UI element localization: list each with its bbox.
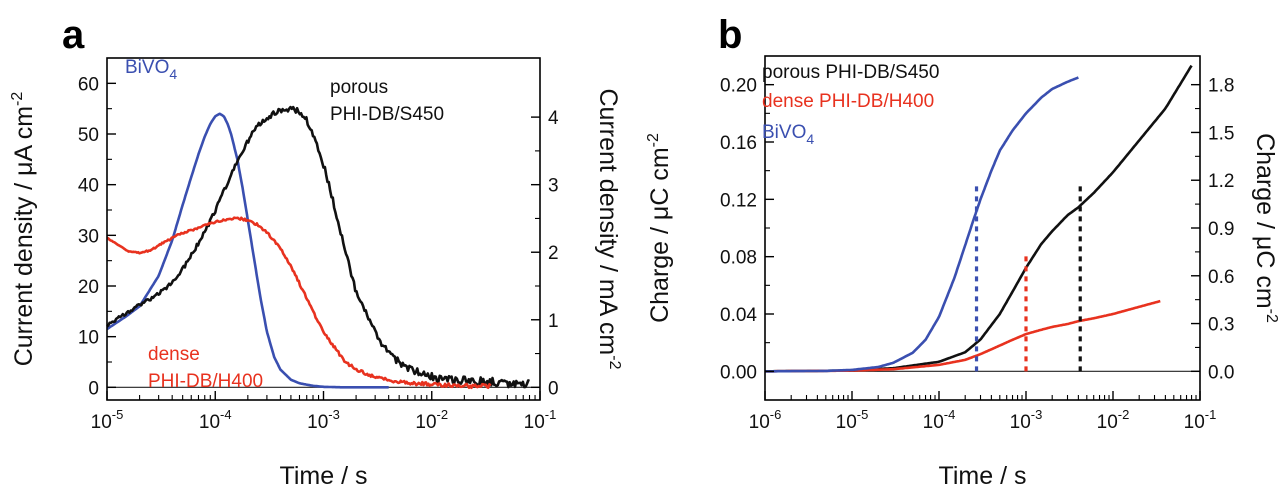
y2-tick-label: 1.5 — [1208, 123, 1234, 144]
y2-tick-label: 0.0 — [1208, 362, 1234, 383]
y-tick-label: 0.20 — [720, 76, 757, 97]
series-label: porous — [330, 77, 388, 98]
series-label: PHI-DB/S450 — [330, 104, 444, 125]
x-tick-label: 10-2 — [415, 407, 448, 433]
panel-label-a: a — [62, 13, 85, 57]
y2-axis-label: Current density / mA cm-2 — [594, 89, 623, 370]
x-tick-label: 10-3 — [1010, 407, 1043, 433]
series-line — [106, 216, 492, 390]
x-tick-label: 10-5 — [836, 407, 869, 433]
y-tick-label: 50 — [78, 125, 99, 146]
y-tick-label: 10 — [78, 328, 99, 349]
series-label: PHI-DB/H400 — [148, 371, 263, 392]
y2-tick-label: 4 — [548, 108, 559, 129]
series-label: dense — [148, 344, 200, 365]
series-label: BiVO4 — [125, 57, 177, 82]
chart-a: a 10-5 10-4 10-3 10-2 10-1 0 10 20 30 40 50 60 0 1 2 3 4… — [9, 13, 623, 490]
x-axis-label: Time / s — [939, 462, 1027, 490]
y2-tick-label: 0.3 — [1208, 315, 1234, 336]
series-label: porous PHI-DB/S450 — [762, 62, 939, 83]
y-tick-label: 30 — [78, 226, 99, 247]
y-tick-label: 20 — [78, 277, 99, 298]
y-tick-label: 40 — [78, 176, 99, 197]
x-tick-label: 10-6 — [749, 407, 782, 433]
y2-tick-label: 3 — [548, 176, 559, 197]
x-tick-label: 10-3 — [307, 407, 340, 433]
x-axis-label: Time / s — [280, 462, 368, 490]
y-tick-label: 0.00 — [720, 362, 757, 383]
x-tick-label: 10-2 — [1097, 407, 1130, 433]
series-label: BiVO4 — [762, 122, 814, 147]
y-tick-label: 0 — [88, 378, 99, 399]
x-tick-label: 10-4 — [199, 407, 232, 433]
series-line — [764, 76, 1079, 373]
x-tick-label: 10-1 — [1184, 407, 1217, 433]
chart-b: b 10-6 10-5 10-4 10-3 10-2 10-1 0.00 0.04 0.08 0.… — [645, 13, 1280, 490]
y-tick-label: 0.08 — [720, 248, 757, 269]
y2-tick-label: 0 — [548, 378, 559, 399]
y2-tick-label: 2 — [548, 243, 559, 264]
y-tick-label: 60 — [78, 74, 99, 95]
y2-tick-label: 0.9 — [1208, 219, 1234, 240]
y-tick-label: 0.16 — [720, 133, 757, 154]
y2-tick-label: 1 — [548, 311, 559, 332]
series-line — [106, 105, 530, 389]
x-tick-label: 10-1 — [524, 407, 557, 433]
y-tick-label: 0.04 — [720, 305, 757, 326]
series-line — [764, 299, 1161, 373]
y2-axis-label: Charge / μC cm-2 — [1251, 133, 1280, 323]
y-axis-label: Charge / μC cm-2 — [645, 133, 674, 323]
y-tick-label: 0.12 — [720, 190, 757, 211]
series-label: dense PHI-DB/H400 — [762, 91, 934, 112]
panel-label-b: b — [718, 13, 742, 57]
x-tick-label: 10-4 — [923, 407, 956, 433]
y2-tick-label: 1.2 — [1208, 171, 1234, 192]
y2-tick-label: 0.6 — [1208, 267, 1234, 288]
y2-tick-label: 1.8 — [1208, 76, 1234, 97]
y-axis-label: Current density / μA cm-2 — [9, 92, 38, 367]
x-tick-label: 10-5 — [91, 407, 124, 433]
